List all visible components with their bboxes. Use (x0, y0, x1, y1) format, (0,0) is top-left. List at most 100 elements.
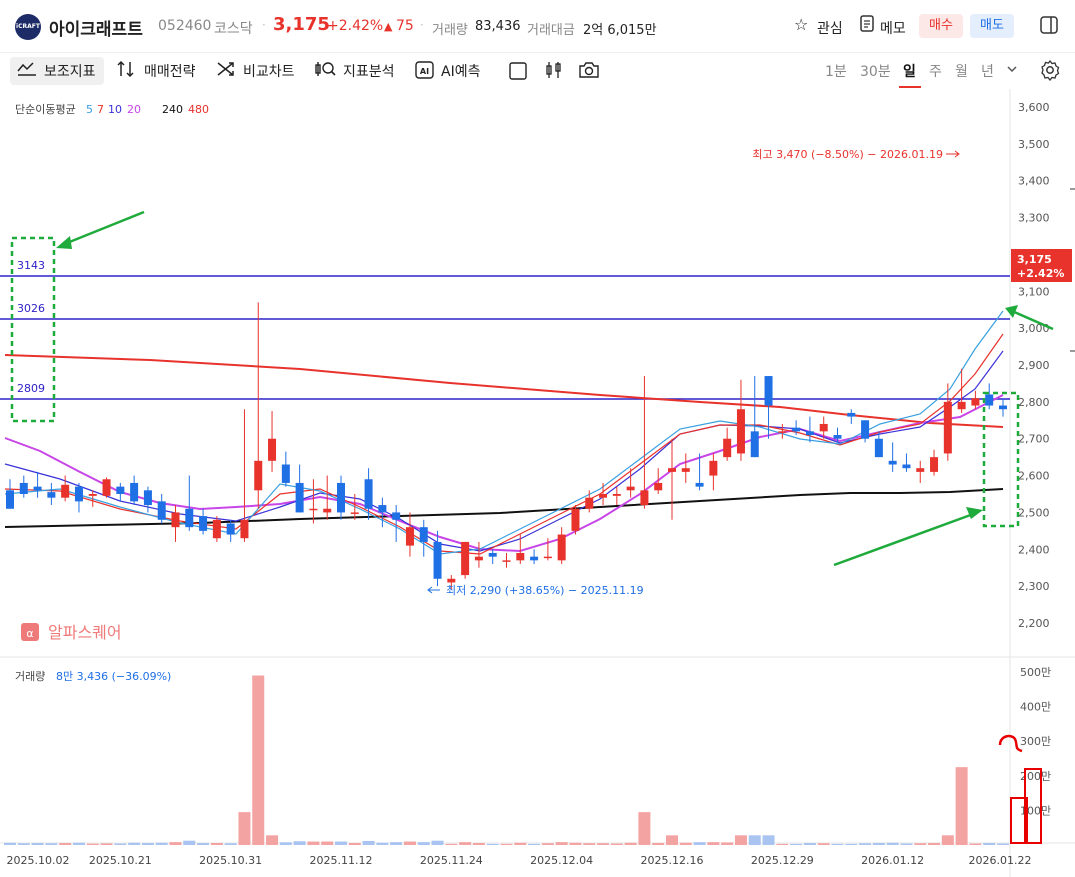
period-1min[interactable]: 1분 (825, 64, 847, 80)
compare-icon[interactable] (216, 60, 236, 82)
volume-bar (514, 842, 527, 845)
analysis-icon[interactable] (314, 60, 336, 82)
volume-bar (762, 835, 775, 845)
x-axis-label: 2025.12.29 (751, 854, 814, 867)
period-30min[interactable]: 30분 (860, 64, 891, 80)
candle (433, 530, 442, 587)
candle (130, 475, 139, 506)
ai-icon[interactable]: AI (414, 60, 436, 84)
candle (874, 431, 883, 458)
volume-bar (293, 841, 306, 845)
indicator-icon[interactable] (16, 60, 38, 82)
volume-bar (45, 843, 58, 845)
memo-button[interactable]: 메모 (880, 21, 906, 37)
watch-button[interactable]: 관심 (817, 21, 843, 37)
camera-icon[interactable] (578, 61, 600, 83)
low-arrow-icon (427, 586, 433, 594)
y-tick-label: 2,400 (1018, 543, 1050, 556)
candle (157, 494, 166, 524)
ma7-line (4, 333, 1004, 555)
x-axis-label: 2025.12.04 (530, 854, 593, 867)
indicator-button[interactable]: 보조지표 (44, 64, 96, 80)
panel-toggle-icon[interactable] (1040, 16, 1058, 38)
candle (599, 482, 608, 506)
annotation-arrow-topleft (56, 210, 145, 249)
volume-bar (472, 842, 485, 845)
volume-bar (569, 842, 582, 845)
change-amount: 75 (396, 18, 414, 34)
memo-icon[interactable] (860, 15, 874, 36)
volume-bar (790, 843, 803, 845)
change-percent: +2.42% (327, 18, 384, 34)
strategy-button[interactable]: 매매전략 (144, 64, 196, 80)
strategy-icon[interactable] (116, 60, 138, 82)
candlestick-icon[interactable] (544, 60, 564, 84)
ma-legend-title: 단순이동평균 (15, 103, 76, 116)
level-label-3026: 3026 (17, 302, 45, 315)
star-icon[interactable]: ☆ (794, 15, 809, 34)
candle (226, 519, 235, 542)
candle (695, 453, 704, 491)
x-axis-label: 2025.11.12 (310, 854, 373, 867)
candle (750, 376, 759, 458)
volume-legend-label: 거래량 (15, 670, 45, 683)
volume-bar (169, 842, 182, 845)
candle (268, 411, 277, 472)
candle (612, 486, 621, 506)
chevron-down-icon[interactable] (1006, 63, 1018, 79)
volume-legend-value: 8만 3,436 (−36.09%) (56, 670, 171, 683)
volume-bar (500, 843, 513, 845)
company-logo: iCRAFT (15, 14, 41, 40)
volume-bar (17, 843, 30, 845)
x-axis-label: 2025.10.31 (199, 854, 262, 867)
candle (88, 490, 97, 507)
candle (502, 552, 511, 568)
volume-bar (900, 843, 913, 845)
volume-tick-label: 400만 (1020, 701, 1051, 714)
y-tick-label: 3,300 (1018, 212, 1050, 225)
volume-label: 거래량 (432, 23, 468, 38)
square-icon[interactable] (508, 61, 528, 85)
volume-bar (445, 843, 458, 845)
amount-label: 거래대금 (527, 23, 575, 38)
volume-tick-label: 300만 (1020, 735, 1051, 748)
candle (957, 368, 966, 413)
volume-bar (197, 842, 210, 845)
period-day[interactable]: 일 (903, 64, 916, 80)
y-tick-label: 2,200 (1018, 617, 1050, 630)
stock-header: iCRAFT 아이크래프트 052460 코스닥 · 3,175 +2.42% … (0, 0, 1075, 53)
candle (461, 541, 470, 579)
gear-icon[interactable] (1039, 59, 1061, 85)
volume-bar (776, 843, 789, 845)
stock-chart[interactable]: 3,6003,5003,4003,3003,2003,1003,0002,900… (0, 89, 1075, 877)
period-year[interactable]: 년 (981, 64, 994, 80)
volume-bar (583, 843, 596, 845)
candle (19, 475, 28, 498)
candle (143, 486, 152, 513)
y-tick-label: 3,600 (1018, 101, 1050, 114)
volume-bar (845, 843, 858, 845)
volume-bar (128, 842, 141, 845)
compare-button[interactable]: 비교차트 (243, 64, 295, 80)
candle (405, 512, 414, 557)
volume-bar (528, 843, 541, 845)
period-week[interactable]: 주 (929, 64, 942, 80)
volume-bar (403, 841, 416, 845)
chart-toolbar: 보조지표 매매전략 비교차트 지표분석 AI AI예측 1분 30분 일 주 월… (0, 53, 1075, 89)
period-month[interactable]: 월 (955, 64, 968, 80)
candle (654, 468, 663, 494)
volume-bar (72, 842, 85, 845)
candle (902, 453, 911, 472)
volume-bar (100, 843, 113, 845)
sell-button[interactable]: 매도 (970, 14, 1014, 38)
analysis-button[interactable]: 지표분석 (343, 64, 395, 80)
volume-bar (431, 840, 444, 845)
volume-bar (31, 842, 44, 845)
candle (199, 508, 208, 535)
candle (33, 471, 42, 498)
volume-bar (114, 843, 127, 845)
ai-predict-button[interactable]: AI예측 (441, 64, 481, 80)
y-tick-label: 2,900 (1018, 359, 1050, 372)
x-axis-label: 2025.11.24 (420, 854, 483, 867)
buy-button[interactable]: 매수 (919, 14, 963, 38)
